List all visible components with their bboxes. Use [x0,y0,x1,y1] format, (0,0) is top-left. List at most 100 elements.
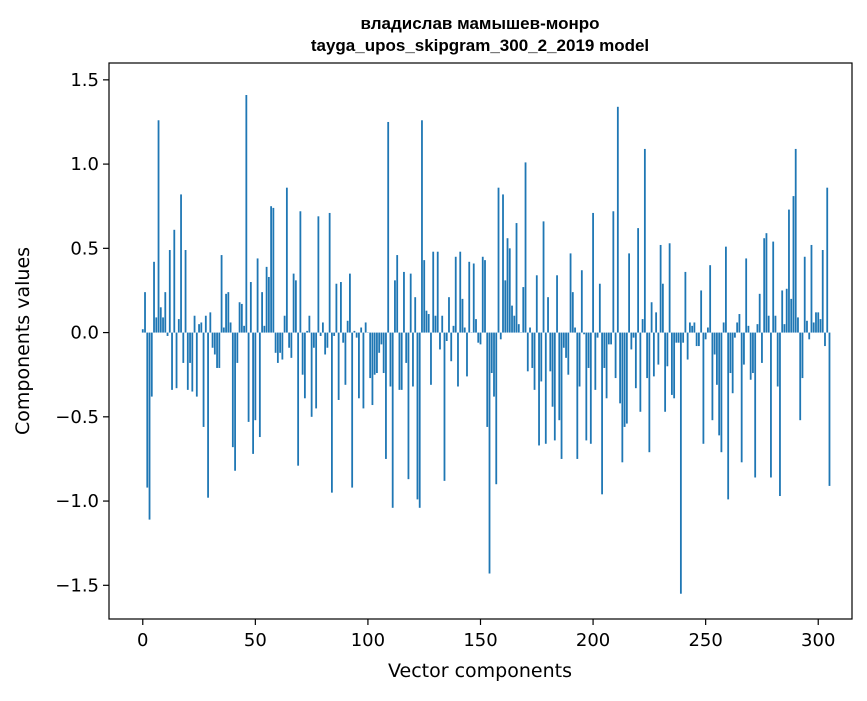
bar-286 [786,289,788,333]
bar-240 [682,333,684,343]
bar-303 [824,333,826,346]
bar-88 [340,282,342,333]
bar-110 [390,333,392,387]
bar-276 [763,238,765,332]
bar-59 [275,333,277,353]
bar-112 [394,280,396,332]
bar-187 [563,333,565,348]
x-tick-label: 250 [688,630,722,651]
bar-53 [261,292,263,332]
bar-60 [277,333,279,363]
y-tick-label: 1.0 [70,154,99,175]
bar-171 [527,333,529,372]
bar-147 [473,264,475,333]
bar-108 [385,333,387,459]
bar-141 [459,252,461,333]
bar-136 [448,297,450,332]
bar-90 [345,333,347,385]
bar-75 [311,333,313,417]
bar-113 [396,255,398,333]
bar-128 [430,333,432,385]
bar-247 [698,333,700,346]
bar-252 [709,265,711,332]
bar-224 [646,333,648,378]
bar-52 [259,333,261,437]
bar-257 [721,333,723,453]
bar-159 [500,333,502,340]
bar-63 [284,316,286,333]
bar-18 [182,333,184,363]
bar-57 [270,206,272,332]
bar-293 [802,333,804,378]
bar-130 [435,316,437,333]
bar-95 [356,333,358,338]
bar-296 [808,333,810,340]
bar-42 [236,333,238,363]
bar-255 [716,333,718,385]
bar-9 [162,317,164,332]
bar-268 [745,258,747,332]
bar-82 [327,333,329,348]
bar-229 [657,333,659,365]
bar-74 [308,316,310,333]
bar-206 [606,333,608,399]
bar-169 [522,287,524,332]
bar-21 [189,333,191,363]
bar-295 [806,321,808,333]
bar-122 [417,333,419,500]
bar-304 [826,188,828,333]
bar-106 [381,333,383,345]
bar-183 [554,333,556,441]
bar-120 [412,333,414,387]
bar-28 [205,316,207,333]
bar-85 [333,333,335,336]
bar-89 [342,333,344,343]
bar-249 [703,333,705,444]
bar-104 [376,333,378,373]
bar-284 [781,290,783,332]
bar-265 [739,314,741,333]
bar-12 [169,250,171,333]
bar-300 [817,312,819,332]
bar-180 [547,297,549,332]
x-tick-label: 100 [351,630,385,651]
bar-234 [669,243,671,332]
bar-3 [149,333,151,520]
bar-264 [736,322,738,332]
bar-231 [662,284,664,333]
bar-55 [266,267,268,333]
bar-209 [612,211,614,332]
bar-215 [626,333,628,424]
bar-236 [673,333,675,399]
bar-208 [610,333,612,345]
bar-243 [689,322,691,332]
bar-288 [790,299,792,333]
bar-227 [653,333,655,377]
bars-group [142,95,831,594]
bar-241 [684,272,686,333]
bar-145 [468,262,470,333]
bar-144 [466,333,468,377]
bar-148 [475,319,477,332]
bar-86 [336,284,338,333]
bar-37 [225,294,227,333]
bar-214 [624,333,626,427]
bar-218 [633,333,635,338]
bar-198 [588,333,590,368]
bar-25 [198,324,200,332]
bar-39 [230,322,232,332]
bar-36 [223,328,225,333]
bar-23 [194,316,196,333]
bar-294 [804,257,806,333]
bar-282 [777,333,779,387]
bar-92 [349,274,351,333]
bar-96 [358,333,360,399]
bar-1 [144,292,146,332]
bar-33 [216,333,218,368]
bar-193 [576,333,578,459]
bar-223 [644,149,646,333]
bar-13 [171,333,173,390]
bar-219 [635,333,637,389]
bar-131 [437,252,439,333]
